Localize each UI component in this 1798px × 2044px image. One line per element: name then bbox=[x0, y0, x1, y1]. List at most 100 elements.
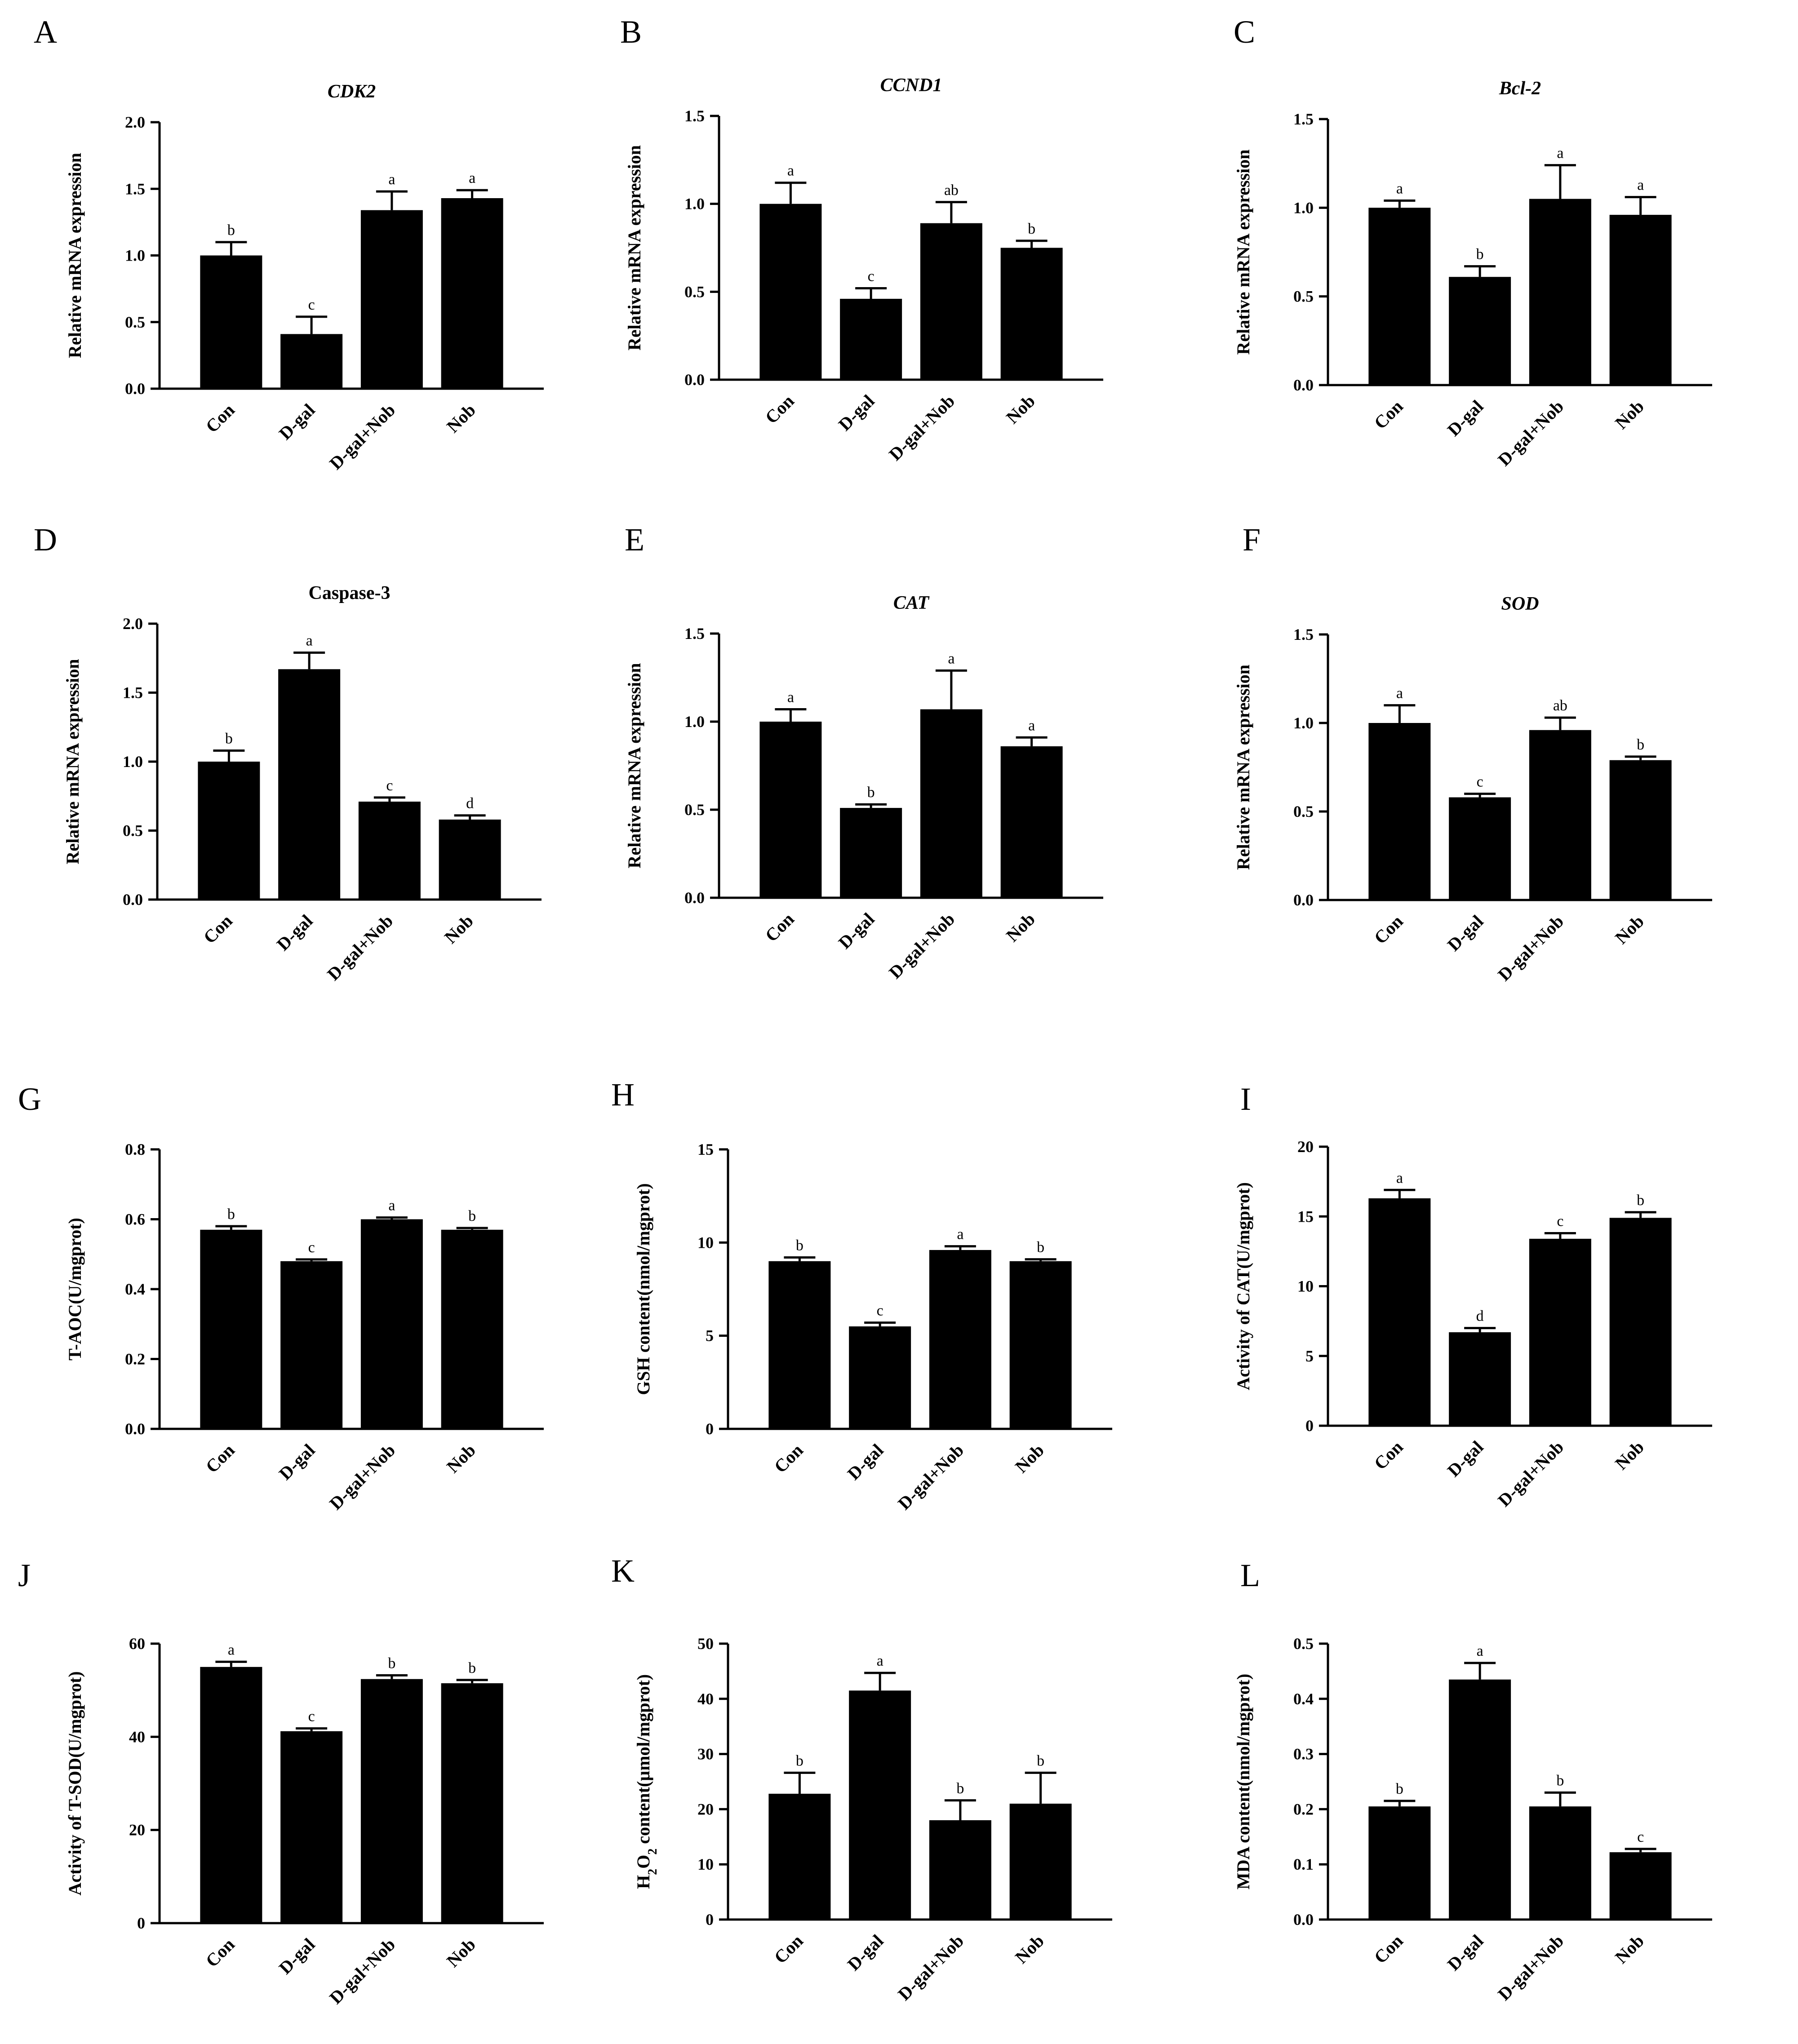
y-axis-label: Relative mRNA expression bbox=[1233, 665, 1253, 870]
bar-d-gal bbox=[840, 298, 902, 380]
bar-con bbox=[1368, 208, 1431, 385]
bar-con bbox=[198, 762, 260, 900]
significance-letter: a bbox=[948, 650, 954, 667]
chart-title: CAT bbox=[893, 593, 930, 613]
significance-letter: a bbox=[1557, 145, 1563, 162]
y-tick-label: 50 bbox=[697, 1635, 714, 1653]
chart-title: Bcl-2 bbox=[1499, 78, 1541, 99]
bar-nob bbox=[441, 1683, 503, 1923]
x-category-label: D-gal bbox=[1443, 911, 1487, 955]
significance-letter: b bbox=[1037, 1752, 1044, 1769]
x-category-label: D-gal+Nob bbox=[325, 400, 399, 474]
bar-con bbox=[200, 1667, 262, 1923]
x-category-label: D-gal+Nob bbox=[325, 1440, 399, 1514]
significance-letter: c bbox=[308, 1708, 315, 1725]
y-tick-label: 0.0 bbox=[684, 371, 705, 389]
y-tick-label: 0 bbox=[706, 1911, 714, 1929]
y-tick-label: 0.5 bbox=[125, 313, 145, 331]
x-category-label: D-gal+Nob bbox=[894, 1931, 968, 2004]
y-axis-label: T-AOC(U/mgprot) bbox=[65, 1218, 85, 1361]
x-category-label: D-gal bbox=[275, 1440, 319, 1484]
panel-letter: J bbox=[18, 1557, 31, 1593]
bar-d-gal-nob bbox=[920, 223, 982, 380]
x-category-label: Con bbox=[761, 391, 798, 428]
x-category-label: D-gal bbox=[1443, 1931, 1487, 1975]
x-category-label: D-gal bbox=[844, 1931, 888, 1975]
significance-letter: c bbox=[877, 1303, 883, 1319]
bar-nob bbox=[441, 1229, 503, 1429]
significance-letter: c bbox=[308, 1239, 315, 1256]
y-tick-label: 0 bbox=[1305, 1417, 1314, 1435]
y-tick-label: 30 bbox=[697, 1745, 714, 1763]
x-category-label: Con bbox=[202, 1440, 239, 1477]
bar-nob bbox=[1000, 248, 1063, 380]
x-category-label: Nob bbox=[440, 911, 477, 948]
bar-nob bbox=[1609, 215, 1672, 385]
y-tick-label: 0.0 bbox=[684, 889, 705, 907]
y-tick-label: 40 bbox=[129, 1728, 145, 1746]
y-tick-label: 5 bbox=[706, 1327, 714, 1345]
x-category-label: Nob bbox=[1611, 1931, 1648, 1968]
significance-letter: b bbox=[227, 222, 235, 239]
y-tick-label: 1.0 bbox=[684, 195, 705, 213]
bar-con bbox=[768, 1794, 831, 1920]
panel-letter: F bbox=[1243, 522, 1261, 558]
x-category-label: Nob bbox=[1011, 1440, 1048, 1477]
chart-panel-a: A CDK2 Relative mRNA expression 0.0 0.5 1.0 1.… bbox=[34, 14, 544, 474]
bar-con bbox=[200, 255, 262, 389]
x-category-label: Con bbox=[200, 911, 236, 948]
significance-letter: c bbox=[868, 268, 875, 285]
y-tick-label: 0.5 bbox=[684, 801, 705, 819]
y-tick-label: 1.5 bbox=[1293, 110, 1314, 128]
y-tick-label: 5 bbox=[1305, 1347, 1314, 1365]
bar-d-gal bbox=[1449, 1332, 1511, 1426]
panel-letter: D bbox=[34, 522, 57, 558]
y-tick-label: 1.5 bbox=[123, 684, 143, 702]
bar-nob bbox=[441, 198, 503, 389]
significance-letter: d bbox=[466, 795, 474, 812]
bar-d-gal bbox=[280, 334, 343, 389]
x-category-label: Con bbox=[770, 1931, 807, 1968]
significance-letter: d bbox=[1476, 1308, 1484, 1325]
panel-letter: B bbox=[620, 14, 642, 50]
x-category-label: Nob bbox=[1002, 391, 1039, 428]
chart-panel-c: C Bcl-2 Relative mRNA expression 0.0 0.5 1.0 1… bbox=[1233, 14, 1712, 470]
y-tick-label: 0.0 bbox=[1293, 891, 1314, 909]
x-category-label: D-gal+Nob bbox=[1494, 1437, 1567, 1511]
panel-letter: L bbox=[1240, 1557, 1260, 1593]
bar-con bbox=[768, 1261, 831, 1429]
y-axis-label: Relative mRNA expression bbox=[1233, 150, 1253, 355]
bar-d-gal-nob bbox=[360, 210, 423, 389]
chart-panel-k: K H2O2 content(µmol/mgprot) 0 10 20 30 40 50 b Co… bbox=[611, 1553, 1112, 2004]
y-tick-label: 0.4 bbox=[125, 1280, 145, 1298]
chart-panel-b: B CCND1 Relative mRNA expression 0.0 0.5 1.0 1… bbox=[620, 14, 1103, 465]
y-tick-label: 0.5 bbox=[1293, 1635, 1314, 1653]
y-tick-label: 20 bbox=[697, 1800, 714, 1818]
significance-letter: b bbox=[867, 784, 875, 801]
significance-letter: a bbox=[1028, 717, 1035, 734]
bar-con bbox=[200, 1229, 262, 1429]
chart-panel-g: G T-AOC(U/mgprot) 0.0 0.2 0.4 0.6 0.8 b Con c D-ga… bbox=[18, 1081, 544, 1514]
bar-d-gal bbox=[1449, 797, 1511, 900]
x-category-label: D-gal bbox=[835, 391, 879, 435]
bar-d-gal bbox=[280, 1731, 343, 1923]
chart-panel-h: H GSH content(nmol/mgprot) 0 5 10 15 b Con c D-ga… bbox=[611, 1077, 1112, 1514]
y-tick-label: 1.0 bbox=[123, 753, 143, 771]
bar-d-gal-nob bbox=[929, 1250, 991, 1429]
y-axis-label: Relative mRNA expression bbox=[62, 659, 83, 865]
y-tick-label: 20 bbox=[1297, 1138, 1314, 1156]
x-category-label: Con bbox=[202, 400, 239, 437]
bar-d-gal-nob bbox=[1529, 730, 1591, 900]
significance-letter: c bbox=[1477, 774, 1483, 790]
y-tick-label: 0.6 bbox=[125, 1210, 145, 1228]
significance-letter: b bbox=[1637, 736, 1644, 753]
x-category-label: D-gal+Nob bbox=[323, 911, 397, 984]
y-tick-label: 1.0 bbox=[1293, 714, 1314, 732]
x-category-label: Con bbox=[1370, 396, 1407, 433]
y-tick-label: 15 bbox=[1297, 1207, 1314, 1225]
significance-letter: b bbox=[1028, 221, 1035, 237]
x-category-label: Nob bbox=[1611, 396, 1648, 433]
y-tick-label: 10 bbox=[1297, 1277, 1314, 1295]
y-tick-label: 0.5 bbox=[123, 822, 143, 840]
